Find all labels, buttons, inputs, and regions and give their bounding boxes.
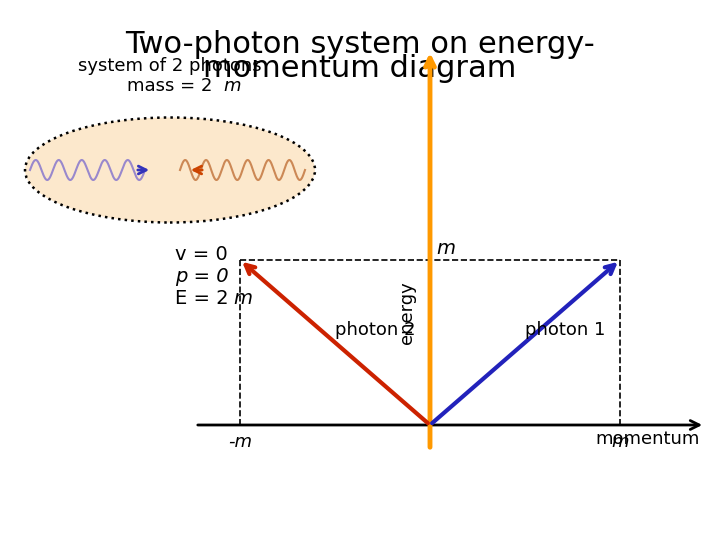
Text: energy: energy bbox=[398, 281, 416, 344]
Text: p = 0: p = 0 bbox=[175, 267, 229, 286]
Text: momentum: momentum bbox=[595, 430, 700, 448]
Text: photon 2: photon 2 bbox=[335, 321, 415, 339]
Text: system of 2 photons: system of 2 photons bbox=[78, 57, 262, 75]
Text: m: m bbox=[223, 77, 240, 95]
Text: m: m bbox=[611, 433, 629, 451]
Text: v = 0: v = 0 bbox=[175, 245, 228, 264]
Text: Two-photon system on energy-: Two-photon system on energy- bbox=[125, 30, 595, 59]
Ellipse shape bbox=[25, 118, 315, 222]
Text: E = 2: E = 2 bbox=[175, 289, 229, 308]
Text: mass = 2: mass = 2 bbox=[127, 77, 212, 95]
Text: momentum diagram: momentum diagram bbox=[203, 54, 517, 83]
Text: m: m bbox=[436, 239, 455, 258]
Text: m: m bbox=[233, 289, 252, 308]
Text: photon 1: photon 1 bbox=[525, 321, 606, 339]
Text: -m: -m bbox=[228, 433, 252, 451]
